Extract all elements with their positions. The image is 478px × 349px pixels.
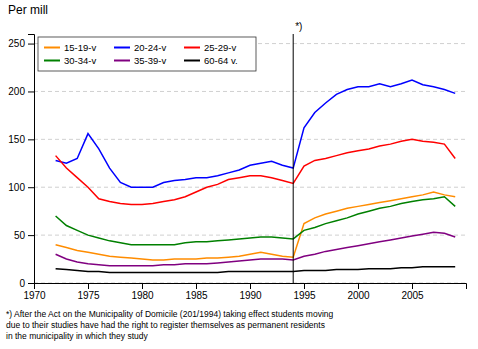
x-tick-mark (88, 283, 89, 289)
series-line (56, 267, 456, 273)
x-tick-mark (142, 283, 143, 289)
footnote: *) After the Act on the Municipality of … (6, 309, 334, 341)
grid-line (34, 235, 466, 236)
y-tick: 200 (8, 86, 34, 97)
x-tick: 1980 (131, 283, 154, 301)
y-tick: 0 (19, 278, 34, 289)
x-tick: 1990 (239, 283, 262, 301)
legend-item: 20-24-v (114, 42, 166, 53)
footnote-line: in the municipality in which they study (6, 331, 148, 341)
title: Per mill (8, 3, 48, 17)
annotations: *) (295, 21, 302, 32)
x-tick: 2005 (401, 283, 424, 301)
y-tick-mark (28, 91, 34, 92)
x-tick-label: 1990 (239, 290, 262, 301)
y-tick-label: 150 (8, 134, 25, 145)
legend-item: 30-34-v (44, 55, 96, 66)
legend-label: 35-39-v (134, 55, 166, 66)
x-tick-label: 1980 (131, 290, 154, 301)
chart: 1970 1975 1980 1985 1990 1995 2000 2005 0 50 100 15… (0, 0, 478, 349)
vertical-line (293, 34, 294, 283)
series-line (56, 80, 456, 187)
legend-label: 60-64 v. (204, 55, 238, 66)
legend-swatch (184, 47, 200, 49)
y-tick: 100 (8, 182, 34, 193)
grid (34, 44, 466, 283)
x-tick-label: 1970 (23, 290, 46, 301)
x-tick-mark (250, 283, 251, 289)
legend-label: 15-19-v (64, 42, 96, 53)
x-axis: 1970 1975 1980 1985 1990 1995 2000 2005 (23, 283, 466, 301)
legend-item: 25-29-v (184, 42, 236, 53)
series-line (56, 232, 456, 266)
x-tick-label: 2005 (401, 290, 424, 301)
legend: 15-19-v 20-24-v 25-29-v 30-34-v 35-39-v 60-64… (38, 37, 256, 71)
y-tick: 50 (14, 230, 34, 241)
series-line (56, 139, 456, 204)
x-axis-line (35, 284, 467, 290)
legend-label: 30-34-v (64, 55, 96, 66)
legend-swatch (44, 60, 60, 62)
x-tick-mark (196, 283, 197, 289)
x-tick-mark (304, 283, 305, 289)
x-tick: 1995 (293, 283, 316, 301)
legend-label: 25-29-v (204, 42, 236, 53)
y-tick-label: 50 (14, 230, 26, 241)
x-tick-label: 1995 (293, 290, 316, 301)
legend-label: 20-24-v (134, 42, 166, 53)
series-line (56, 197, 456, 245)
y-tick-mark (28, 44, 34, 45)
legend-frame (38, 37, 256, 71)
x-tick-label: 1985 (185, 290, 208, 301)
legend-item: 15-19-v (44, 42, 96, 53)
x-tick: 1970 (23, 283, 46, 301)
y-axis: 0 50 100 150 200 250 (8, 35, 34, 289)
y-tick-mark (28, 235, 34, 236)
y-tick-mark (28, 283, 34, 284)
y-axis-line (28, 35, 35, 284)
y-tick-label: 100 (8, 182, 25, 193)
x-tick: 2000 (347, 283, 370, 301)
y-tick: 150 (8, 134, 34, 145)
legend-item: 35-39-v (114, 55, 166, 66)
y-tick-label: 250 (8, 38, 25, 49)
footnote-line: due to their studies have had the right … (6, 320, 325, 330)
y-tick-label: 0 (19, 278, 25, 289)
x-tick: 1985 (185, 283, 208, 301)
footnote-line: *) After the Act on the Municipality of … (6, 309, 334, 319)
grid-line (34, 91, 466, 92)
grid-line (34, 187, 466, 188)
x-tick-mark (358, 283, 359, 289)
y-tick-label: 200 (8, 86, 25, 97)
annotation-label: *) (295, 21, 302, 32)
legend-swatch (44, 47, 60, 49)
x-tick-label: 2000 (347, 290, 370, 301)
x-tick-mark (412, 283, 413, 289)
grid-line (34, 139, 466, 140)
legend-swatch (114, 47, 130, 49)
y-tick-mark (28, 187, 34, 188)
x-tick-label: 1975 (77, 290, 100, 301)
y-tick-mark (28, 139, 34, 140)
legend-swatch (184, 60, 200, 62)
x-tick: 1975 (77, 283, 100, 301)
y-tick: 250 (8, 38, 34, 49)
legend-swatch (114, 60, 130, 62)
legend-item: 60-64 v. (184, 55, 238, 66)
